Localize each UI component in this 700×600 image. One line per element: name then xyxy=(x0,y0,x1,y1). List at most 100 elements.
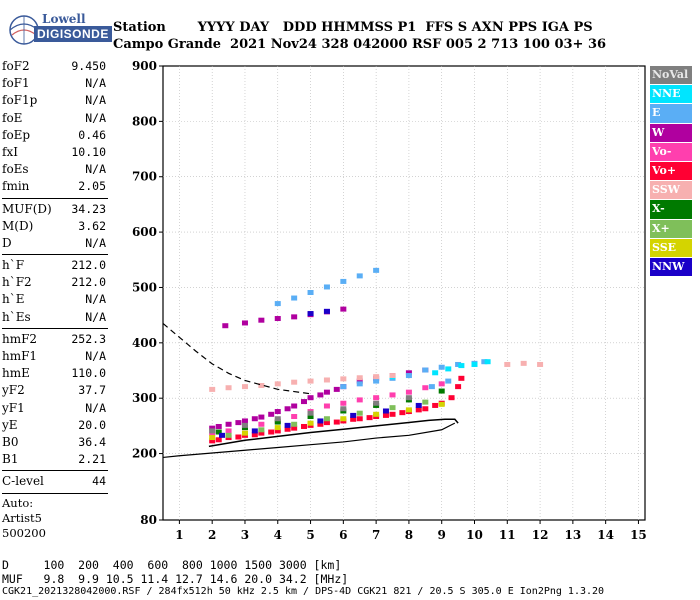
data-point xyxy=(241,418,248,424)
data-point xyxy=(445,366,452,372)
data-point xyxy=(405,395,412,401)
data-point xyxy=(323,377,330,383)
legend-item-x: X+ xyxy=(650,219,692,238)
param-value: 2.21 xyxy=(78,452,106,467)
param-name: foEs xyxy=(2,162,29,177)
x-tick-label: 10 xyxy=(466,528,483,542)
data-point xyxy=(215,429,222,435)
param-row: fxI 10.10 xyxy=(2,144,108,161)
param-name: C-level xyxy=(2,474,44,489)
param-name: hmE xyxy=(2,366,30,381)
param-row: B0 36.4 xyxy=(2,434,108,451)
data-point xyxy=(389,411,396,417)
param-row: foE N/A xyxy=(2,110,108,127)
data-point xyxy=(235,420,242,426)
data-point xyxy=(274,425,281,431)
param-value: N/A xyxy=(85,162,106,177)
param-row: h`F 212.0 xyxy=(2,257,108,274)
data-point xyxy=(422,406,429,412)
data-point xyxy=(389,392,396,398)
data-point xyxy=(291,295,298,301)
data-point xyxy=(373,411,380,417)
data-point xyxy=(258,430,265,436)
param-value: 0.46 xyxy=(78,127,106,142)
param-name: MUF(D) xyxy=(2,201,52,216)
data-point xyxy=(291,425,298,431)
data-point xyxy=(274,316,281,322)
data-point xyxy=(366,415,373,421)
data-point xyxy=(415,407,422,413)
param-value: 2.05 xyxy=(78,179,106,194)
param-name: h`F2 xyxy=(2,275,32,290)
data-point xyxy=(340,406,347,412)
param-separator xyxy=(2,470,108,472)
data-point xyxy=(356,375,363,381)
data-point xyxy=(300,399,307,405)
x-tick-label: 7 xyxy=(372,528,380,542)
data-point xyxy=(225,432,232,438)
data-point xyxy=(340,376,347,382)
footer-file-info: CGK21_2021328042000.RSF / 284fx512h 50 k… xyxy=(2,586,605,597)
param-value: 36.4 xyxy=(78,434,106,449)
data-point xyxy=(251,416,258,422)
param-value: 10.10 xyxy=(71,144,106,159)
data-point xyxy=(471,361,478,367)
data-point xyxy=(382,412,389,418)
param-row: yF1 N/A xyxy=(2,400,108,417)
data-point xyxy=(520,360,527,366)
param-value: N/A xyxy=(85,235,106,250)
data-point xyxy=(258,421,265,427)
data-point xyxy=(356,273,363,279)
data-point xyxy=(307,378,314,384)
data-point xyxy=(307,290,314,295)
data-point xyxy=(428,384,435,390)
legend-item-vo: Vo- xyxy=(650,142,692,161)
param-value: 252.3 xyxy=(71,331,106,346)
data-point xyxy=(209,428,216,434)
data-point xyxy=(323,403,330,409)
legend-item-nnw: NNW xyxy=(650,257,692,277)
logo-lowell-text: Lowell xyxy=(42,12,86,26)
data-point xyxy=(405,389,412,395)
data-point xyxy=(274,428,281,434)
param-row: yE 20.0 xyxy=(2,417,108,434)
legend-item-w: W xyxy=(650,123,692,142)
data-point xyxy=(537,361,544,367)
data-point xyxy=(422,385,429,391)
param-name: h`E xyxy=(2,292,25,307)
param-row: fmin 2.05 xyxy=(2,178,108,195)
data-point xyxy=(241,422,248,428)
x-tick-label: 9 xyxy=(438,528,446,542)
data-point xyxy=(333,386,340,392)
x-tick-label: 3 xyxy=(241,528,249,542)
param-value: N/A xyxy=(85,309,106,324)
series-ssw xyxy=(209,360,544,392)
data-point xyxy=(323,389,330,395)
data-point xyxy=(291,421,298,427)
data-point xyxy=(215,423,222,429)
param-row: foF1p N/A xyxy=(2,92,108,109)
data-point xyxy=(284,426,291,432)
data-point xyxy=(323,416,330,422)
data-point xyxy=(241,320,248,326)
data-point xyxy=(307,410,314,416)
data-point xyxy=(258,427,265,433)
doppler-legend: NoVal NNE E W Vo- Vo+ SSW X- X+ SSE NNW xyxy=(650,66,692,277)
data-point xyxy=(382,408,389,414)
x-tick-label: 14 xyxy=(597,528,614,542)
param-name: h`F xyxy=(2,258,25,273)
data-point xyxy=(373,378,380,384)
data-point xyxy=(323,284,330,290)
data-point xyxy=(307,420,314,426)
param-name: h`Es xyxy=(2,309,31,324)
data-point xyxy=(291,379,298,385)
legend-item-ssw: SSW xyxy=(650,181,692,200)
data-point xyxy=(291,314,298,320)
data-point xyxy=(274,419,281,425)
series-x xyxy=(225,399,429,438)
data-point xyxy=(274,381,281,387)
param-row: hmF1 N/A xyxy=(2,348,108,365)
data-point xyxy=(438,388,445,394)
data-point xyxy=(274,409,281,415)
